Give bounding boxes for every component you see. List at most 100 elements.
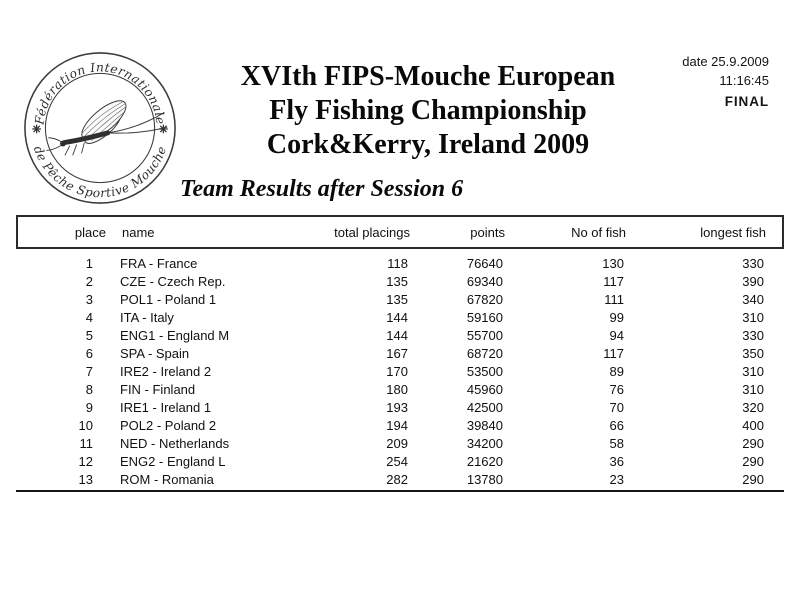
- cell-total-placings: 282: [386, 472, 408, 487]
- cell-total-placings: 254: [386, 454, 408, 469]
- cell-total-placings: 170: [386, 364, 408, 379]
- star-icon: [32, 124, 42, 134]
- table-row: 5 ENG1 - England M 144 55700 94 330: [16, 327, 784, 345]
- cell-longest-fish: 290: [742, 436, 764, 451]
- cell-no-of-fish: 89: [609, 364, 624, 379]
- cell-longest-fish: 340: [742, 292, 764, 307]
- table-row: 6 SPA - Spain 167 68720 117 350: [16, 345, 784, 363]
- results-table: place name total placings points No of f…: [16, 215, 784, 492]
- table-row: 9 IRE1 - Ireland 1 193 42500 70 320: [16, 399, 784, 417]
- cell-place: 1: [85, 256, 93, 271]
- cell-total-placings: 167: [386, 346, 408, 361]
- cell-place: 2: [85, 274, 93, 289]
- cell-no-of-fish: 117: [603, 346, 624, 361]
- cell-name: POL1 - Poland 1: [120, 292, 217, 307]
- report-meta: date 25.9.2009 11:16:45 FINAL: [682, 52, 769, 111]
- report-date: date 25.9.2009: [682, 54, 769, 69]
- cell-place: 5: [85, 328, 93, 343]
- cell-longest-fish: 310: [742, 364, 764, 379]
- cell-name: FIN - Finland: [120, 382, 196, 397]
- section-title: Team Results after Session 6: [180, 176, 464, 202]
- logo-outer-ring: [24, 52, 176, 204]
- cell-total-placings: 209: [386, 436, 408, 451]
- cell-place: 13: [78, 472, 93, 487]
- cell-longest-fish: 320: [742, 400, 764, 415]
- cell-place: 12: [78, 454, 93, 469]
- header-place: place: [74, 224, 106, 240]
- cell-total-placings: 180: [386, 382, 408, 397]
- cell-points: 69340: [466, 274, 503, 289]
- cell-points: 45960: [466, 382, 503, 397]
- table-row: 8 FIN - Finland 180 45960 76 310: [16, 381, 784, 399]
- cell-total-placings: 135: [386, 274, 408, 289]
- cell-no-of-fish: 58: [609, 436, 624, 451]
- cell-total-placings: 193: [386, 400, 408, 415]
- cell-total-placings: 144: [386, 310, 408, 325]
- cell-no-of-fish: 130: [602, 256, 624, 271]
- header-name: name: [122, 224, 155, 240]
- cell-place: 10: [78, 418, 93, 433]
- cell-name: ENG2 - England L: [120, 454, 226, 469]
- table-row: 7 IRE2 - Ireland 2 170 53500 89 310: [16, 363, 784, 381]
- page-title: XVIth FIPS-Mouche European Fly Fishing C…: [178, 60, 678, 162]
- cell-points: 59160: [466, 310, 503, 325]
- cell-points: 67820: [466, 292, 503, 307]
- cell-name: POL2 - Poland 2: [120, 418, 217, 433]
- header-no-of-fish: No of fish: [571, 224, 626, 240]
- cell-longest-fish: 330: [742, 328, 764, 343]
- cell-place: 6: [85, 346, 93, 361]
- cell-name: IRE1 - Ireland 1: [120, 400, 212, 415]
- cell-place: 11: [79, 436, 94, 451]
- status-final: FINAL: [724, 94, 769, 109]
- table-row: 10 POL2 - Poland 2 194 39840 66 400: [16, 417, 784, 435]
- cell-no-of-fish: 99: [609, 310, 624, 325]
- cell-no-of-fish: 66: [609, 418, 624, 433]
- cell-points: 55700: [466, 328, 503, 343]
- cell-total-placings: 144: [386, 328, 408, 343]
- cell-no-of-fish: 111: [604, 292, 624, 307]
- table-row: 12 ENG2 - England L 254 21620 36 290: [16, 453, 784, 471]
- cell-no-of-fish: 94: [609, 328, 624, 343]
- cell-no-of-fish: 117: [603, 274, 624, 289]
- mayfly-icon: [46, 100, 168, 156]
- table-row: 1 FRA - France 118 76640 130 330: [16, 255, 784, 273]
- cell-points: 34200: [466, 436, 503, 451]
- cell-points: 68720: [466, 346, 503, 361]
- cell-name: FRA - France: [120, 256, 198, 271]
- cell-no-of-fish: 70: [609, 400, 624, 415]
- cell-longest-fish: 290: [742, 454, 764, 469]
- cell-name: NED - Netherlands: [120, 436, 230, 451]
- table-row: 2 CZE - Czech Rep. 135 69340 117 390: [16, 273, 784, 291]
- title-line-2: Fly Fishing Championship: [269, 95, 587, 126]
- cell-no-of-fish: 23: [609, 472, 624, 487]
- table-header-row: place name total placings points No of f…: [16, 215, 784, 249]
- cell-no-of-fish: 36: [609, 454, 624, 469]
- cell-total-placings: 135: [386, 292, 408, 307]
- cell-place: 3: [85, 292, 93, 307]
- logo-inner-ring: [44, 72, 156, 184]
- cell-longest-fish: 310: [742, 310, 764, 325]
- cell-points: 76640: [466, 256, 503, 271]
- cell-name: ENG1 - England M: [120, 328, 230, 343]
- cell-longest-fish: 310: [742, 382, 764, 397]
- table-row: 4 ITA - Italy 144 59160 99 310: [16, 309, 784, 327]
- cell-longest-fish: 390: [742, 274, 764, 289]
- cell-name: CZE - Czech Rep.: [120, 274, 226, 289]
- cell-longest-fish: 330: [742, 256, 764, 271]
- cell-longest-fish: 400: [742, 418, 764, 433]
- cell-place: 8: [85, 382, 93, 397]
- cell-place: 7: [85, 364, 93, 379]
- report-time: 11:16:45: [719, 73, 769, 88]
- cell-place: 4: [85, 310, 93, 325]
- cell-points: 53500: [466, 364, 503, 379]
- header-total-placings: total placings: [334, 224, 410, 240]
- table-body: 1 FRA - France 118 76640 130 330 2 CZE -…: [16, 249, 784, 489]
- cell-points: 39840: [466, 418, 503, 433]
- title-line-1: XVIth FIPS-Mouche European: [240, 61, 616, 92]
- table-bottom-rule: [16, 490, 784, 492]
- cell-name: SPA - Spain: [120, 346, 190, 361]
- cell-total-placings: 194: [386, 418, 408, 433]
- table-row: 11 NED - Netherlands 209 34200 58 290: [16, 435, 784, 453]
- cell-name: IRE2 - Ireland 2: [120, 364, 212, 379]
